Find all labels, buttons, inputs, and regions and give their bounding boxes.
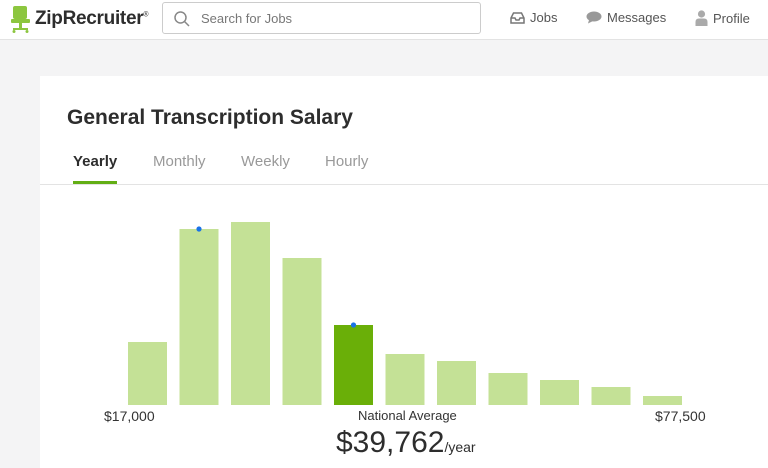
nav-jobs-label: Jobs [530, 10, 558, 25]
histogram-bar[interactable] [437, 361, 476, 405]
histogram-bar[interactable] [643, 396, 682, 405]
active-tab-indicator [73, 181, 117, 184]
histogram-bar[interactable] [282, 258, 322, 405]
histogram-bar[interactable] [591, 387, 631, 405]
tab-hourly[interactable]: Hourly [325, 153, 369, 170]
histogram-bar[interactable] [179, 229, 219, 405]
national-average-label: National Average [358, 408, 457, 423]
tab-yearly[interactable]: Yearly [73, 153, 118, 170]
top-header: ZipRecruiter® Jobs Messages Profile [0, 0, 768, 40]
national-average-salary: $39,762/year [336, 426, 476, 460]
ziprecruiter-logo[interactable]: ZipRecruiter® [10, 4, 148, 34]
nav-messages[interactable]: Messages [586, 10, 666, 25]
histogram-bar[interactable] [488, 373, 528, 405]
tab-weekly[interactable]: Weekly [241, 153, 290, 170]
bar-marker-dot [196, 226, 202, 232]
period-tabs: Yearly Monthly Weekly Hourly [40, 146, 768, 185]
nav-profile[interactable]: Profile [695, 10, 750, 26]
max-salary-label: $77,500 [655, 408, 706, 424]
person-icon [695, 10, 708, 26]
job-search-box[interactable] [162, 2, 481, 34]
histogram-bar-national-average[interactable] [334, 325, 373, 405]
histogram-bar[interactable] [128, 342, 167, 405]
nav-messages-label: Messages [607, 10, 667, 25]
salary-card: General Transcription Salary Yearly Mont… [40, 76, 768, 468]
chat-bubble-icon [586, 11, 602, 24]
histogram-bar[interactable] [231, 222, 270, 405]
salary-histogram [128, 222, 682, 405]
salary-value: $39,762 [336, 426, 445, 459]
tab-monthly[interactable]: Monthly [153, 153, 206, 170]
logo-text: ZipRecruiter® [35, 8, 149, 29]
nav-jobs[interactable]: Jobs [510, 10, 557, 25]
page-title: General Transcription Salary [67, 106, 353, 129]
histogram-bar[interactable] [385, 354, 425, 405]
bar-marker-dot [350, 322, 357, 328]
salary-unit: /year [444, 439, 476, 455]
search-input[interactable] [201, 3, 471, 33]
chair-logo-icon [11, 6, 30, 33]
search-icon [174, 11, 190, 27]
inbox-icon [510, 11, 525, 24]
nav-profile-label: Profile [713, 10, 750, 26]
histogram-bar[interactable] [540, 380, 579, 405]
min-salary-label: $17,000 [104, 408, 155, 424]
